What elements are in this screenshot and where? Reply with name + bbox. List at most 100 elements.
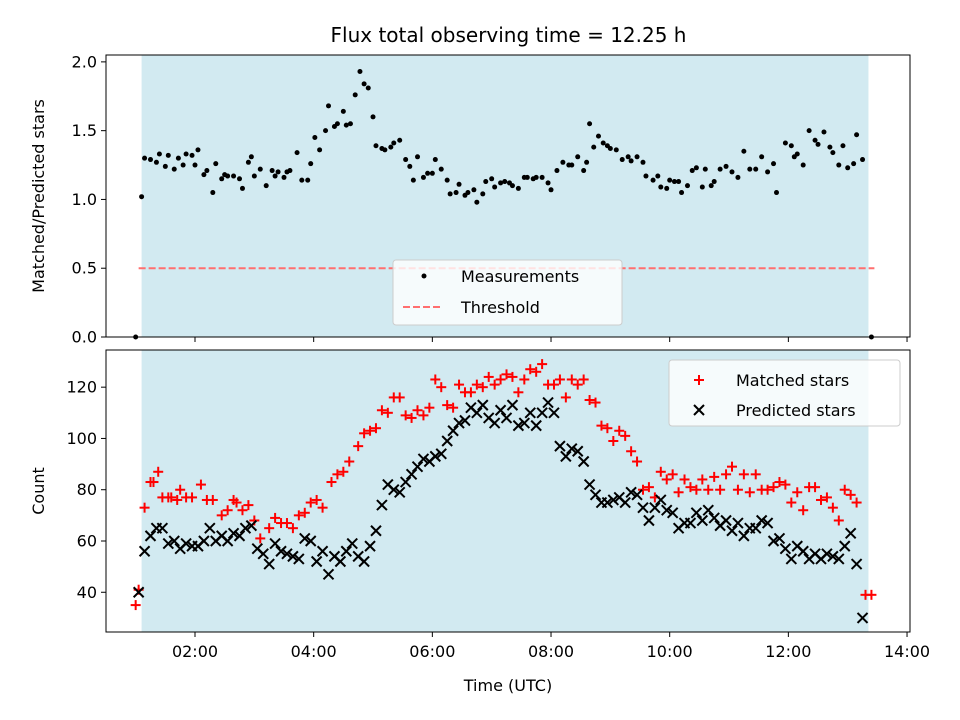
- measurement-point: [334, 121, 340, 127]
- predicted-point: [239, 522, 252, 534]
- measurement-point: [192, 162, 198, 168]
- predicted-point: [637, 501, 649, 514]
- count-legend: Matched stars Predicted stars: [668, 359, 901, 427]
- matched-point: [839, 484, 850, 495]
- predicted-point: [696, 514, 709, 527]
- matched-point: [353, 441, 364, 452]
- predicted-point: [346, 537, 358, 550]
- y-tick-label: 2.0: [72, 52, 97, 71]
- y-tick-label: 40: [77, 583, 97, 602]
- measurement-point: [788, 143, 794, 149]
- measurement-point: [403, 157, 409, 163]
- predicted-point: [447, 425, 459, 437]
- matched-point: [216, 510, 227, 521]
- matched-point: [299, 507, 310, 518]
- matched-point: [175, 484, 186, 495]
- measurement-point: [625, 154, 631, 160]
- matched-point: [715, 484, 726, 495]
- measurement-point: [591, 144, 597, 150]
- matched-point: [231, 497, 242, 508]
- predicted-point: [554, 440, 566, 452]
- predicted-point: [281, 548, 293, 560]
- legend-measurements-label: Measurements: [461, 267, 579, 286]
- predicted-point: [761, 517, 774, 529]
- x-axis-label: Time (UTC): [463, 676, 552, 695]
- predicted-point: [376, 499, 388, 511]
- predicted-point: [631, 489, 643, 501]
- measurement-point: [711, 179, 717, 185]
- measurement-point: [410, 177, 416, 183]
- matched-point: [483, 371, 494, 382]
- predicted-point: [162, 537, 175, 550]
- predicted-point: [524, 407, 536, 419]
- matched-point: [287, 523, 298, 534]
- matched-point: [359, 428, 370, 439]
- matched-point: [655, 466, 666, 477]
- measurement-point: [388, 144, 394, 150]
- legend-measurements-marker: [421, 273, 427, 279]
- predicted-point: [702, 504, 714, 516]
- measurement-point: [204, 168, 210, 174]
- measurement-point: [569, 162, 575, 168]
- matched-point: [738, 469, 749, 480]
- y-tick-label: 1.0: [72, 190, 97, 209]
- measurement-point: [640, 159, 646, 165]
- predicted-point: [405, 468, 418, 481]
- predicted-point: [198, 535, 210, 547]
- matched-point: [153, 466, 164, 477]
- ratio-axis-ticks: 0.0 0.5 1.0 1.5 2.0: [72, 52, 908, 347]
- predicted-point: [661, 504, 673, 516]
- matched-point: [632, 456, 643, 467]
- count-legend-box: [668, 359, 901, 427]
- measurement-point: [765, 169, 771, 175]
- measurement-point: [515, 185, 521, 191]
- ratio-panel: 0.00.51.01.52.0 Matched/Predicted stars …: [29, 52, 911, 347]
- measurement-point: [794, 151, 800, 157]
- predicted-point: [619, 496, 631, 509]
- measurement-point: [845, 165, 851, 171]
- measurement-point: [305, 177, 311, 183]
- measurement-point: [438, 166, 444, 172]
- matched-point: [130, 600, 141, 611]
- matched-point: [166, 492, 177, 503]
- predicted-point: [429, 450, 442, 463]
- count-axis-ticks: 40 60 80 100 120 02:00 04:00 06:00 08:00 10:00 12:…: [66, 378, 930, 661]
- matched-point: [726, 461, 737, 472]
- measurement-point: [821, 129, 827, 135]
- matched-point: [148, 477, 159, 488]
- measurement-point: [251, 173, 257, 179]
- matched-point: [643, 482, 654, 493]
- legend-matched-label: Matched stars: [736, 371, 849, 390]
- matched-point: [442, 400, 453, 411]
- matched-point: [845, 489, 856, 500]
- predicted-point: [227, 527, 240, 540]
- measurement-point: [272, 173, 278, 179]
- count-panel: 40 60 80 100 120 02:00 04:00 06:00 08:00 10:00 12:…: [29, 349, 930, 695]
- predicted-point: [833, 553, 845, 565]
- measurement-point: [352, 92, 358, 98]
- ratio-plot-marks: [133, 69, 875, 340]
- measurement-point: [729, 169, 735, 175]
- matched-point: [560, 392, 571, 403]
- measurement-point: [213, 161, 219, 167]
- measurement-point: [317, 147, 323, 153]
- measurement-point: [447, 191, 453, 197]
- matched-point: [293, 510, 304, 521]
- predicted-point: [388, 484, 400, 496]
- legend-predicted-label: Predicted stars: [736, 401, 856, 420]
- matched-point: [614, 425, 625, 436]
- x-tick-label: 02:00: [172, 642, 218, 661]
- predicted-point: [399, 476, 412, 488]
- predicted-point: [471, 407, 483, 419]
- measurement-point: [753, 166, 759, 172]
- series-0: [133, 69, 874, 340]
- measurement-point: [239, 185, 245, 191]
- predicted-point: [732, 517, 744, 529]
- measurement-point: [175, 155, 181, 161]
- measurement-point: [489, 176, 495, 182]
- measurement-point: [343, 122, 349, 128]
- measurement-point: [456, 181, 462, 187]
- matched-point: [507, 371, 518, 382]
- predicted-point: [138, 545, 151, 557]
- measurement-point: [717, 166, 723, 172]
